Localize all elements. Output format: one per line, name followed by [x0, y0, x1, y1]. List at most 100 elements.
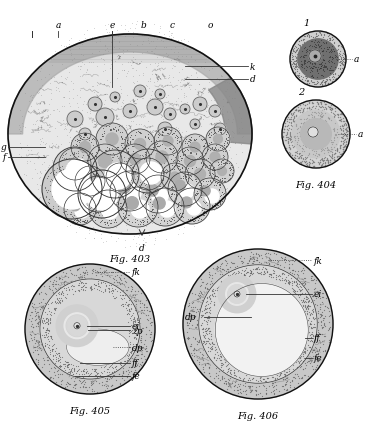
Point: [336, 59, 342, 66]
Point: [205, 344, 211, 351]
Point: [131, 168, 137, 175]
Point: [223, 120, 229, 127]
Point: [205, 201, 211, 207]
Point: [122, 140, 128, 147]
Point: [126, 351, 132, 358]
Text: fk: fk: [314, 256, 322, 265]
Point: [205, 360, 211, 367]
Point: [289, 284, 295, 291]
Point: [76, 154, 82, 161]
Point: [150, 162, 156, 169]
Text: ei: ei: [132, 322, 140, 330]
Point: [89, 206, 95, 213]
Point: [308, 74, 314, 81]
Point: [175, 49, 181, 56]
Point: [320, 39, 326, 46]
Point: [96, 168, 102, 174]
Point: [103, 188, 108, 195]
Point: [296, 71, 302, 78]
Point: [229, 95, 235, 102]
Point: [216, 141, 222, 148]
Point: [49, 191, 55, 198]
Point: [166, 34, 172, 41]
Point: [43, 291, 49, 298]
Point: [183, 137, 189, 144]
Point: [229, 277, 235, 284]
Point: [126, 311, 132, 318]
Point: [328, 148, 334, 155]
Point: [137, 201, 143, 207]
Point: [177, 202, 183, 209]
Point: [161, 218, 167, 225]
Point: [153, 202, 159, 209]
Point: [159, 177, 165, 184]
Point: [320, 112, 326, 119]
Point: [55, 296, 61, 303]
Point: [289, 365, 295, 372]
Point: [177, 196, 183, 203]
Point: [32, 347, 38, 354]
Point: [170, 146, 176, 153]
Point: [319, 114, 325, 121]
Point: [245, 281, 251, 288]
Point: [48, 56, 54, 63]
Point: [147, 207, 153, 214]
Text: ff: ff: [132, 358, 138, 368]
Point: [319, 79, 325, 86]
Point: [315, 151, 321, 158]
Point: [206, 305, 212, 312]
Point: [304, 155, 310, 162]
Point: [122, 207, 127, 214]
Point: [256, 259, 262, 266]
Point: [76, 217, 81, 224]
Point: [319, 289, 325, 296]
Point: [84, 206, 90, 213]
Point: [209, 288, 215, 295]
Point: [134, 199, 139, 206]
Point: [68, 47, 73, 54]
Point: [140, 219, 146, 226]
Point: [197, 101, 203, 108]
Point: [117, 381, 123, 388]
Point: [46, 308, 52, 315]
Point: [222, 282, 228, 289]
Point: [94, 373, 100, 380]
Point: [74, 175, 80, 182]
Point: [118, 185, 124, 192]
Point: [108, 158, 114, 164]
Point: [234, 275, 240, 282]
Point: [80, 270, 86, 276]
Point: [141, 189, 147, 196]
Point: [129, 161, 135, 168]
Point: [198, 157, 204, 164]
Point: [286, 365, 292, 372]
Point: [154, 143, 160, 150]
Point: [65, 379, 71, 386]
Point: [115, 101, 120, 108]
Point: [100, 180, 106, 187]
Point: [82, 185, 88, 192]
Point: [284, 377, 290, 384]
Point: [62, 125, 68, 132]
Text: g: g: [0, 143, 6, 152]
Point: [228, 366, 234, 373]
Point: [321, 307, 327, 314]
Point: [163, 201, 169, 208]
Point: [88, 204, 94, 210]
Point: [193, 150, 199, 157]
Point: [178, 149, 184, 156]
Point: [296, 72, 302, 79]
Point: [288, 59, 294, 66]
Point: [322, 79, 328, 86]
Point: [96, 89, 101, 96]
Circle shape: [134, 139, 146, 150]
Point: [84, 148, 90, 155]
Point: [66, 312, 72, 319]
Point: [293, 353, 299, 360]
Point: [287, 383, 293, 390]
Point: [91, 280, 97, 287]
Point: [196, 190, 201, 197]
Point: [288, 112, 294, 118]
Point: [143, 190, 149, 197]
Point: [45, 335, 50, 342]
